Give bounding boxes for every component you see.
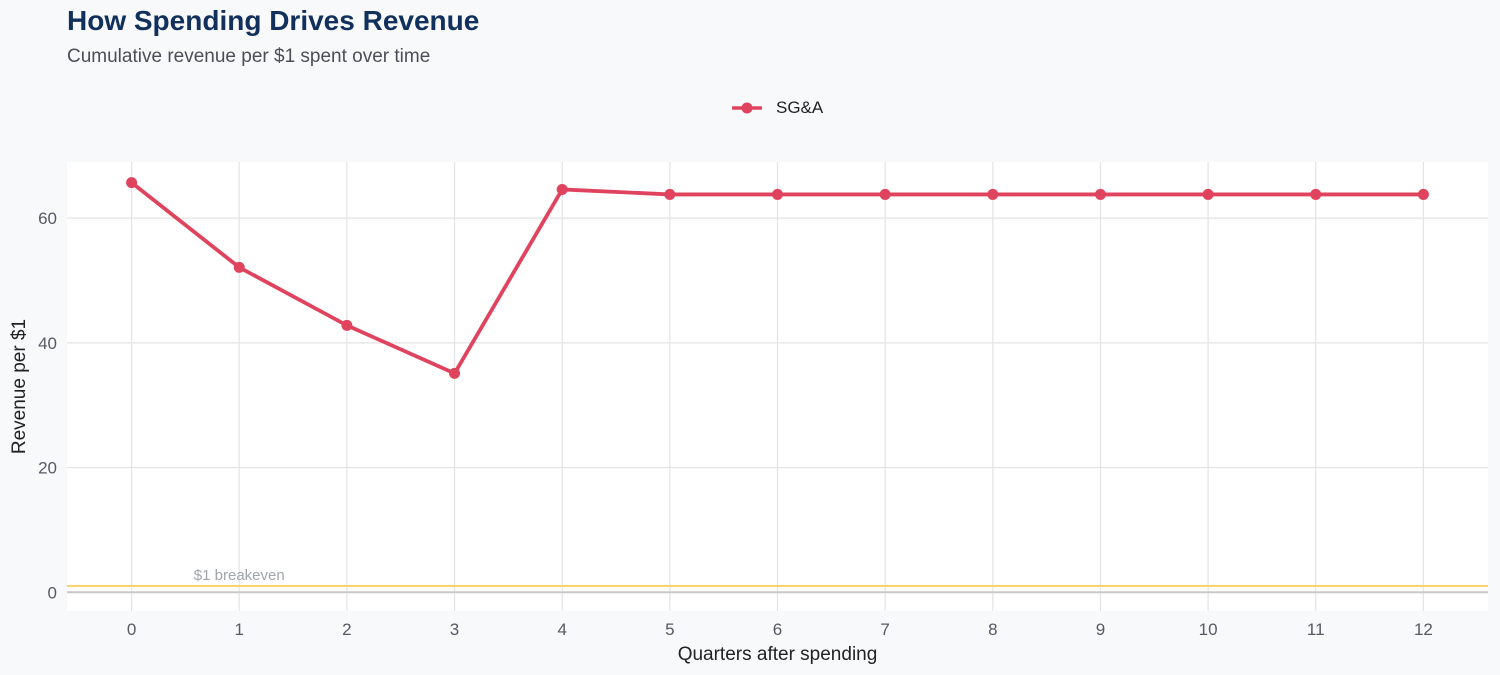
x-tick-label: 6 [773, 620, 782, 639]
series-layer [126, 177, 1429, 379]
data-point [1202, 188, 1214, 200]
x-tick-label: 7 [880, 620, 889, 639]
x-tick-label: 4 [557, 620, 566, 639]
data-point [341, 319, 353, 331]
x-tick-label: 2 [342, 620, 351, 639]
x-tick-label: 11 [1307, 620, 1325, 639]
y-tick-label: 60 [38, 209, 57, 228]
data-point [556, 183, 568, 195]
data-point [879, 188, 891, 200]
chart-subtitle: Cumulative revenue per $1 spent over tim… [67, 46, 431, 67]
legend-dot [741, 102, 753, 114]
data-point [987, 188, 999, 200]
data-point [1310, 188, 1322, 200]
y-tick-label: 0 [48, 583, 57, 602]
x-tick-label: 8 [988, 620, 997, 639]
data-point [126, 177, 138, 189]
data-point [1417, 188, 1429, 200]
x-tick-label: 3 [450, 620, 459, 639]
x-tick-label: 5 [665, 620, 674, 639]
breakeven-label: $1 breakeven [194, 567, 285, 584]
x-tick-label: 0 [127, 620, 136, 639]
data-point [1094, 188, 1106, 200]
chart-title: How Spending Drives Revenue [67, 5, 480, 36]
reference-lines: $1 breakeven [67, 567, 1488, 594]
x-tick-label: 9 [1096, 620, 1105, 639]
x-tick-label: 1 [235, 620, 244, 639]
legend-swatch [732, 102, 762, 114]
legend-label-sga: SG&A [776, 98, 824, 117]
data-point [449, 367, 461, 379]
legend: SG&A [732, 98, 823, 118]
x-axis-title: Quarters after spending [678, 644, 878, 665]
data-point [664, 188, 676, 200]
data-point [233, 261, 245, 273]
y-tick-label: 40 [38, 334, 57, 353]
y-axis-title: Revenue per $1 [9, 319, 30, 454]
grid-lines [67, 162, 1488, 611]
y-tick-label: 20 [38, 459, 57, 478]
data-point [772, 188, 783, 200]
x-tick-label: 12 [1414, 620, 1433, 639]
x-tick-label: 10 [1199, 620, 1218, 639]
